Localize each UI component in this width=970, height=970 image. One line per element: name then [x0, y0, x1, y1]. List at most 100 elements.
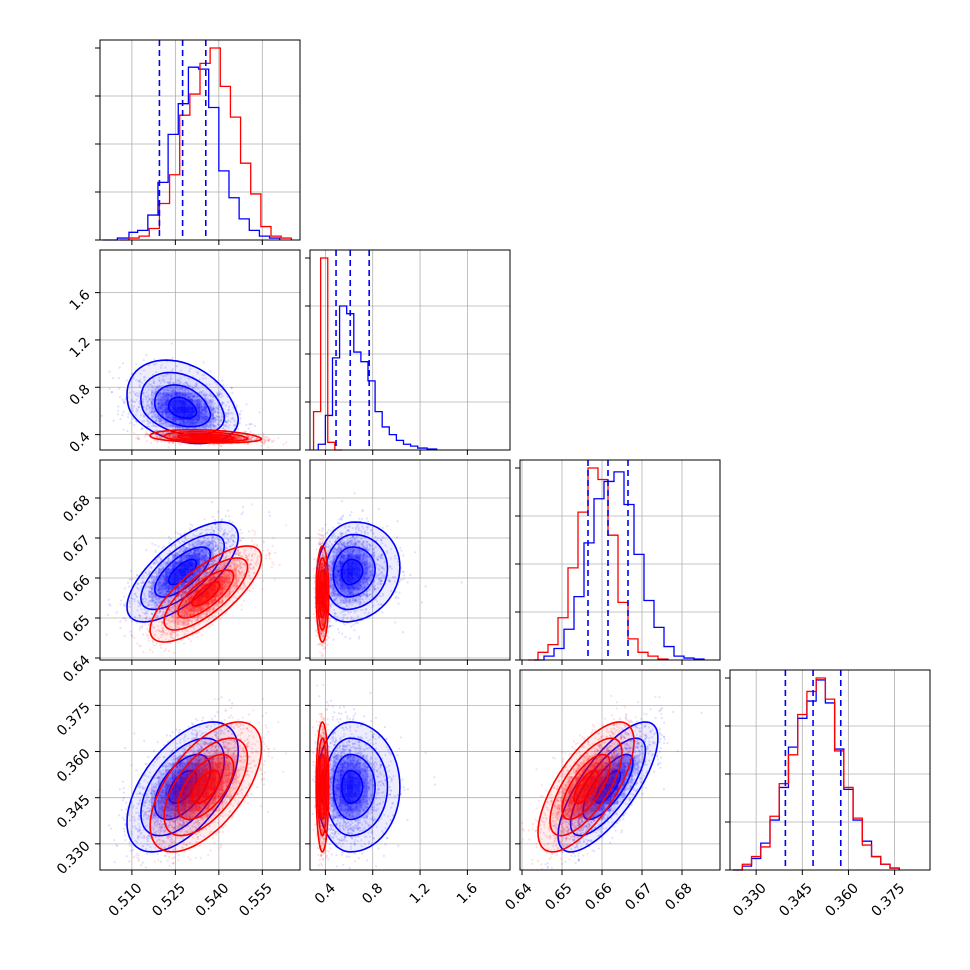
- scatter-point: [158, 393, 162, 396]
- scatter-point: [158, 420, 161, 423]
- scatter-point: [253, 424, 256, 428]
- scatter-point: [158, 379, 161, 382]
- scatter-point: [162, 411, 165, 414]
- scatter-point: [116, 413, 119, 416]
- scatter-point: [188, 396, 191, 399]
- scatter-point: [178, 419, 181, 423]
- scatter-point: [206, 417, 209, 420]
- scatter-point: [226, 412, 229, 415]
- scatter-point: [201, 409, 204, 412]
- scatter-point: [192, 396, 195, 399]
- scatter-point: [188, 423, 191, 426]
- scatter-point: [151, 407, 154, 410]
- scatter-point: [156, 416, 159, 419]
- scatter-point: [169, 417, 172, 420]
- scatter-point: [165, 393, 168, 396]
- scatter-point: [157, 397, 160, 400]
- scatter-point: [161, 375, 164, 378]
- scatter-point: [155, 399, 158, 402]
- scatter-point: [166, 395, 169, 398]
- scatter-point: [151, 385, 154, 388]
- scatter-point: [241, 511, 245, 514]
- scatter-point: [150, 402, 153, 405]
- scatter-point: [122, 410, 125, 413]
- scatter-point: [167, 393, 170, 396]
- panel-3-3-bg: [730, 670, 930, 870]
- scatter-point: [199, 403, 202, 406]
- scatter-point: [219, 445, 222, 448]
- scatter-point: [217, 406, 221, 409]
- scatter-point: [211, 408, 214, 411]
- scatter-point: [196, 371, 199, 374]
- scatter-point: [215, 391, 219, 394]
- scatter-point: [181, 395, 184, 398]
- scatter-point: [160, 400, 163, 403]
- scatter-point: [267, 438, 270, 442]
- scatter-point: [193, 386, 196, 389]
- scatter-point: [177, 532, 180, 535]
- scatter-point: [206, 410, 209, 413]
- scatter-point: [162, 393, 165, 396]
- scatter-point: [212, 396, 215, 399]
- scatter-point: [137, 405, 140, 409]
- scatter-point: [130, 578, 134, 581]
- scatter-point: [199, 411, 202, 414]
- scatter-point: [184, 391, 187, 394]
- scatter-point: [208, 424, 211, 427]
- scatter-point: [219, 392, 222, 395]
- scatter-point: [164, 412, 168, 415]
- scatter-point: [176, 394, 179, 397]
- scatter-point: [160, 411, 164, 414]
- scatter-point: [200, 408, 203, 411]
- scatter-point: [156, 401, 159, 405]
- scatter-point: [201, 408, 204, 411]
- scatter-point: [151, 415, 155, 418]
- scatter-point: [138, 401, 141, 404]
- scatter-point: [123, 402, 126, 405]
- scatter-point: [157, 394, 160, 397]
- scatter-point: [139, 372, 142, 375]
- scatter-point: [160, 402, 163, 405]
- scatter-point: [218, 393, 221, 396]
- scatter-point: [159, 420, 162, 423]
- scatter-point: [146, 419, 149, 423]
- scatter-point: [198, 402, 201, 405]
- scatter-point: [159, 381, 162, 384]
- scatter-point: [145, 418, 148, 421]
- scatter-point: [162, 390, 165, 393]
- scatter-point: [203, 415, 206, 418]
- scatter-point: [122, 428, 125, 431]
- scatter-point: [224, 515, 227, 518]
- scatter-point: [162, 392, 165, 395]
- scatter-point: [199, 413, 202, 416]
- scatter-point: [169, 424, 172, 427]
- scatter-point: [195, 403, 198, 406]
- scatter-point: [171, 392, 174, 395]
- scatter-point: [189, 393, 192, 396]
- scatter-point: [243, 430, 246, 433]
- scatter-point: [207, 426, 211, 429]
- scatter-point: [209, 405, 212, 408]
- scatter-point: [267, 446, 270, 449]
- scatter-point: [204, 377, 207, 380]
- scatter-point: [213, 416, 216, 419]
- scatter-point: [202, 390, 205, 393]
- scatter-point: [227, 426, 230, 429]
- scatter-point: [185, 382, 189, 385]
- scatter-point: [149, 398, 152, 401]
- scatter-point: [160, 404, 163, 407]
- scatter-point: [183, 435, 186, 438]
- scatter-point: [167, 393, 170, 396]
- scatter-point: [161, 403, 164, 406]
- scatter-point: [160, 422, 163, 425]
- scatter-point: [261, 434, 264, 437]
- scatter-point: [157, 403, 160, 406]
- scatter-point: [179, 391, 182, 394]
- scatter-point: [229, 412, 232, 415]
- scatter-point: [144, 376, 147, 379]
- scatter-point: [187, 442, 190, 445]
- scatter-point: [166, 416, 169, 419]
- scatter-point: [227, 419, 230, 422]
- scatter-point: [228, 405, 231, 408]
- scatter-point: [195, 384, 198, 387]
